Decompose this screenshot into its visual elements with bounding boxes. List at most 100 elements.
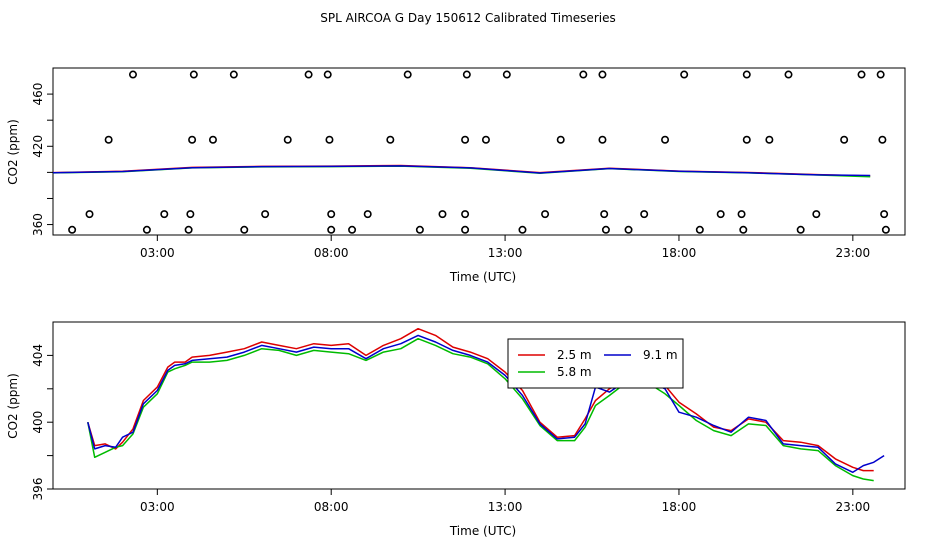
calibration-point: [363, 210, 372, 219]
x-tick-label: 23:00: [836, 246, 871, 260]
calibration-point: [880, 210, 889, 219]
calibration-point: [415, 225, 424, 234]
y-axis: 396 400 404: [31, 344, 53, 501]
calibration-point: [184, 225, 193, 234]
calibration-point: [240, 225, 249, 234]
calibration-point: [348, 225, 357, 234]
calibration-point: [325, 135, 334, 144]
legend-box: [507, 338, 684, 389]
calibration-point: [876, 70, 885, 79]
plot-frame: [52, 321, 906, 490]
calibration-point: [857, 70, 866, 79]
y-axis-label: CO2 (ppm): [6, 119, 20, 185]
calibration-point: [502, 70, 511, 79]
calibration-point: [518, 225, 527, 234]
series-line-5-8-m: [87, 337, 874, 482]
calibration-point: [556, 135, 565, 144]
calibration-panel: 03:00 08:00 13:00 18:00 23:00 360 420 460 Time…: [6, 67, 906, 284]
calibration-point: [186, 210, 195, 219]
series-line-2-5-m: [87, 327, 874, 472]
calibration-point: [208, 135, 217, 144]
calibration-point: [461, 135, 470, 144]
timeseries-panel: 03:00 08:00 13:00 18:00 23:00 396 400 404 Time…: [6, 321, 906, 538]
x-tick-label: 03:00: [140, 500, 175, 514]
y-axis-label: CO2 (ppm): [6, 373, 20, 439]
calibration-point: [742, 135, 751, 144]
calibration-point: [716, 210, 725, 219]
y-axis: 360 420 460: [31, 83, 53, 236]
y-tick-label: 400: [31, 411, 45, 434]
calibration-point: [68, 225, 77, 234]
legend: 2.5 m 9.1 m 5.8 m: [507, 338, 684, 389]
calibration-point: [461, 225, 470, 234]
x-tick-label: 18:00: [662, 246, 697, 260]
calibration-point: [881, 225, 890, 234]
calibration-point: [878, 135, 887, 144]
calibration-point: [601, 225, 610, 234]
calibration-point: [261, 210, 270, 219]
calibration-point: [812, 210, 821, 219]
calibration-point: [104, 135, 113, 144]
calibration-point: [661, 135, 670, 144]
calibration-point: [695, 225, 704, 234]
plot-frame: [52, 67, 906, 236]
series-lines: [87, 327, 885, 482]
calibration-point: [304, 70, 313, 79]
x-tick-label: 18:00: [662, 500, 697, 514]
calibration-point: [598, 70, 607, 79]
calibration-point: [579, 70, 588, 79]
calibration-point: [598, 135, 607, 144]
x-axis: 03:00 08:00 13:00 18:00 23:00: [140, 489, 870, 514]
calibration-point: [742, 70, 751, 79]
calibration-point: [160, 210, 169, 219]
x-tick-label: 13:00: [488, 246, 523, 260]
x-axis-label: Time (UTC): [449, 270, 516, 284]
x-tick-label: 03:00: [140, 246, 175, 260]
calibration-point: [840, 135, 849, 144]
series-line-9-1-m: [87, 334, 885, 474]
calibration-point: [462, 70, 471, 79]
calibration-point: [600, 210, 609, 219]
calibration-points: [68, 70, 890, 234]
legend-label-5-8m: 5.8 m: [557, 365, 592, 379]
calibration-point: [189, 70, 198, 79]
y-tick-label: 404: [31, 344, 45, 367]
calibration-point: [541, 210, 550, 219]
calibration-point: [85, 210, 94, 219]
calibration-point: [438, 210, 447, 219]
calibration-point: [640, 210, 649, 219]
series-line-9-1-m: [52, 165, 871, 177]
calibration-point: [765, 135, 774, 144]
chart-title: SPL AIRCOA G Day 150612 Calibrated Times…: [320, 11, 615, 25]
x-tick-label: 13:00: [488, 500, 523, 514]
calibration-point: [142, 225, 151, 234]
x-axis-label: Time (UTC): [449, 524, 516, 538]
calibration-point: [188, 135, 197, 144]
calibration-point: [128, 70, 137, 79]
calibration-point: [461, 210, 470, 219]
y-tick-label: 420: [31, 135, 45, 158]
calibration-point: [624, 225, 633, 234]
x-tick-label: 23:00: [836, 500, 871, 514]
calibration-point: [283, 135, 292, 144]
calibration-point: [403, 70, 412, 79]
legend-label-2-5m: 2.5 m: [557, 348, 592, 362]
calibration-point: [680, 70, 689, 79]
legend-label-9-1m: 9.1 m: [643, 348, 678, 362]
y-tick-label: 460: [31, 83, 45, 106]
calibration-point: [737, 210, 746, 219]
calibration-point: [796, 225, 805, 234]
x-tick-label: 08:00: [314, 246, 349, 260]
calibration-point: [327, 225, 336, 234]
calibration-point: [481, 135, 490, 144]
y-tick-label: 360: [31, 213, 45, 236]
series-lines: [52, 164, 871, 178]
calibration-point: [323, 70, 332, 79]
calibration-point: [386, 135, 395, 144]
calibration-point: [739, 225, 748, 234]
y-tick-label: 396: [31, 478, 45, 501]
calibration-point: [327, 210, 336, 219]
x-axis: 03:00 08:00 13:00 18:00 23:00: [140, 235, 870, 260]
calibration-point: [229, 70, 238, 79]
